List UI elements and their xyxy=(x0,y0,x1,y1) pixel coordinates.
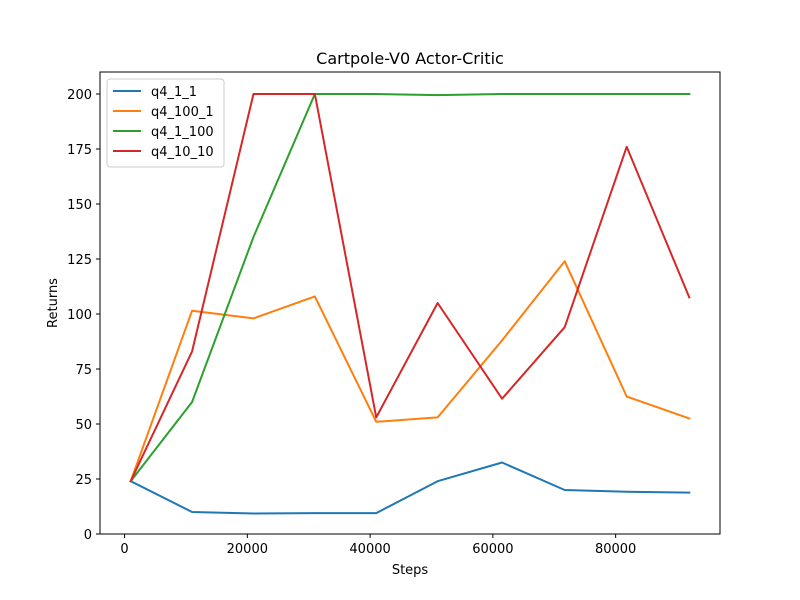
x-tick-label: 80000 xyxy=(595,542,636,557)
y-tick-label: 25 xyxy=(75,473,92,488)
x-axis-ticks: 0 20000 40000 60000 80000 xyxy=(120,534,636,557)
series-line-q4_1_1 xyxy=(129,461,691,515)
legend: q4_1_1 q4_100_1 q4_1_100 q4_10_10 xyxy=(106,78,225,168)
x-tick-label: 60000 xyxy=(472,542,513,557)
plot-lines xyxy=(129,93,691,515)
y-tick-label: 50 xyxy=(75,418,92,433)
legend-box xyxy=(106,78,225,168)
y-tick-label: 100 xyxy=(67,308,92,323)
legend-label-q4_1_100: q4_1_100 xyxy=(151,125,214,140)
y-tick-label: 175 xyxy=(67,143,92,158)
chart-title: Cartpole-V0 Actor-Critic xyxy=(316,49,504,68)
legend-label-q4_100_1: q4_100_1 xyxy=(151,105,214,120)
x-tick-label: 20000 xyxy=(227,542,268,557)
x-axis-label: Steps xyxy=(392,563,429,578)
y-tick-label: 75 xyxy=(75,363,92,378)
series-line-q4_10_10 xyxy=(129,93,691,483)
y-axis-label: Returns xyxy=(46,278,61,328)
series-line-q4_100_1 xyxy=(129,260,691,483)
legend-label-q4_1_1: q4_1_1 xyxy=(151,85,197,100)
y-tick-label: 125 xyxy=(67,253,92,268)
y-tick-label: 0 xyxy=(84,528,92,543)
series-line-q4_1_100 xyxy=(129,93,691,483)
y-axis-ticks: 0 25 50 75 100 125 150 175 200 xyxy=(67,88,100,543)
x-tick-label: 40000 xyxy=(349,542,390,557)
y-tick-label: 150 xyxy=(67,198,92,213)
y-tick-label: 200 xyxy=(67,88,92,103)
x-tick-label: 0 xyxy=(120,542,128,557)
plot-frame xyxy=(99,71,721,535)
legend-label-q4_10_10: q4_10_10 xyxy=(151,145,214,160)
